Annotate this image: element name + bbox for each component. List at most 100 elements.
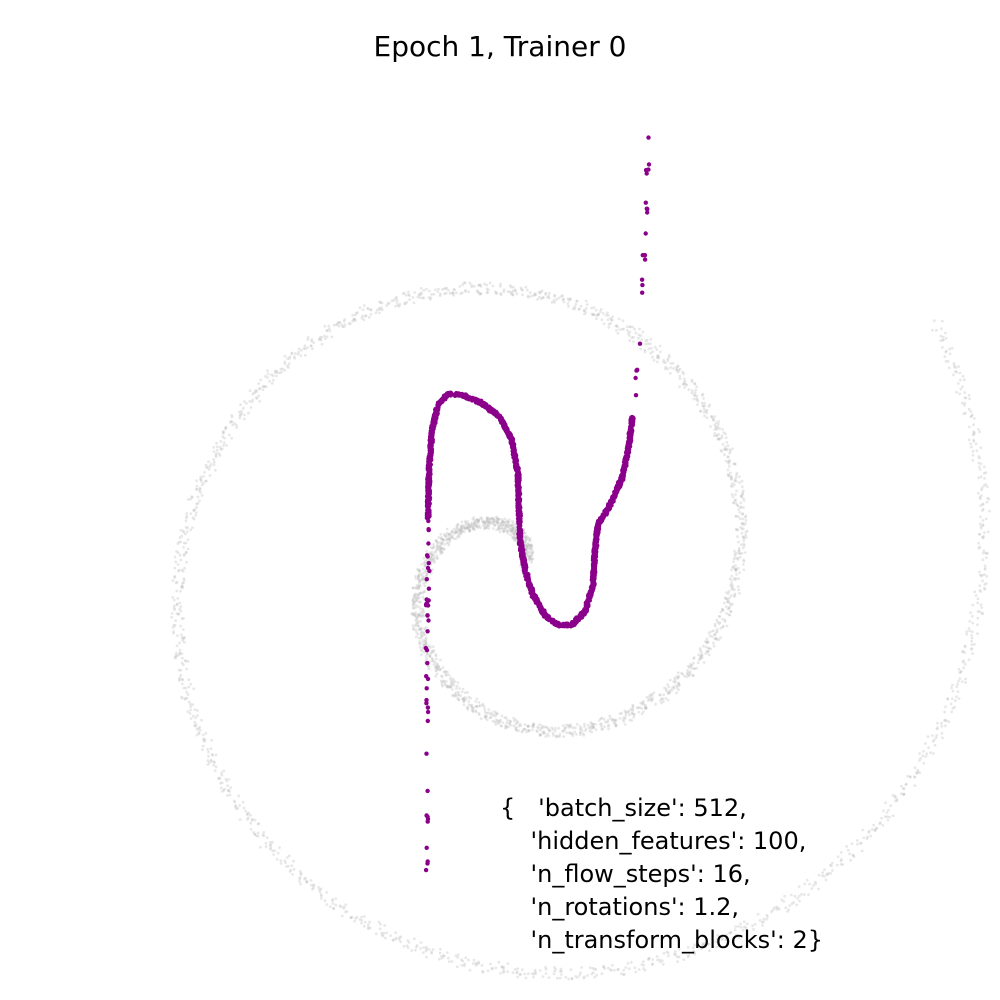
target-point <box>931 734 934 737</box>
target-point <box>649 338 652 341</box>
target-point <box>203 471 206 474</box>
target-point <box>414 613 417 616</box>
target-point <box>713 434 716 437</box>
target-point <box>195 488 198 491</box>
target-point <box>234 805 237 808</box>
target-point <box>576 723 579 726</box>
target-point <box>867 831 870 834</box>
target-point <box>476 289 479 292</box>
target-point <box>734 564 737 567</box>
target-point <box>447 957 450 960</box>
target-point <box>959 388 962 391</box>
target-point <box>678 956 681 959</box>
target-point <box>448 960 451 963</box>
target-point <box>439 948 442 951</box>
target-point <box>548 976 551 979</box>
target-point <box>963 391 966 394</box>
target-point <box>691 379 694 382</box>
target-point <box>467 959 470 962</box>
target-point <box>524 286 527 289</box>
target-point <box>451 292 454 295</box>
target-point <box>486 292 489 295</box>
target-point <box>737 541 740 544</box>
target-point <box>490 711 493 714</box>
target-point <box>733 550 736 553</box>
target-point <box>450 686 453 689</box>
target-point <box>378 311 381 314</box>
target-point <box>181 697 184 700</box>
target-point <box>510 524 513 527</box>
target-point <box>476 697 479 700</box>
target-point <box>499 972 502 975</box>
target-point <box>182 581 185 584</box>
target-point <box>807 893 810 896</box>
model-point <box>644 231 648 235</box>
target-point <box>818 874 821 877</box>
target-point <box>181 587 184 590</box>
target-point <box>978 430 981 433</box>
target-point <box>722 431 725 434</box>
target-point <box>548 292 551 295</box>
target-point <box>734 493 737 496</box>
target-point <box>495 516 498 519</box>
target-point <box>657 355 660 358</box>
target-point <box>613 722 616 725</box>
target-point <box>628 967 631 970</box>
target-point <box>415 636 418 639</box>
target-point <box>187 686 190 689</box>
target-point <box>215 766 218 769</box>
target-point <box>981 558 984 561</box>
target-point <box>733 595 736 598</box>
target-point <box>713 424 716 427</box>
target-point <box>849 859 852 862</box>
target-point <box>526 289 529 292</box>
target-point <box>250 828 253 831</box>
model-point <box>425 577 429 581</box>
target-point <box>454 531 457 534</box>
target-point <box>537 727 540 730</box>
target-point <box>693 398 696 401</box>
target-point <box>970 446 973 449</box>
target-point <box>179 610 182 613</box>
target-point <box>176 654 179 657</box>
target-point <box>662 359 665 362</box>
target-point <box>642 960 645 963</box>
target-point <box>592 971 595 974</box>
target-point <box>983 466 986 469</box>
target-point <box>300 872 303 875</box>
target-point <box>720 611 723 614</box>
target-point <box>544 293 547 296</box>
target-point <box>466 708 469 711</box>
target-point <box>174 624 177 627</box>
target-point <box>513 534 516 537</box>
target-point <box>265 842 268 845</box>
target-point <box>601 972 604 975</box>
target-point <box>988 498 991 501</box>
target-point <box>707 650 710 653</box>
target-point <box>539 729 542 732</box>
target-point <box>403 945 406 948</box>
target-point <box>556 977 559 980</box>
target-point <box>560 295 563 298</box>
target-point <box>800 893 803 896</box>
target-point <box>243 807 246 810</box>
target-point <box>591 967 594 970</box>
target-point <box>269 841 272 844</box>
target-point <box>562 724 565 727</box>
target-point <box>530 295 533 298</box>
target-point <box>420 628 423 631</box>
target-point <box>473 285 476 288</box>
target-point <box>486 718 489 721</box>
target-point <box>621 328 624 331</box>
target-point <box>821 871 824 874</box>
target-point <box>595 314 598 317</box>
target-point <box>560 973 563 976</box>
target-point <box>468 530 471 533</box>
target-point <box>529 544 532 547</box>
target-point <box>207 751 210 754</box>
target-point <box>422 609 425 612</box>
target-point <box>665 697 668 700</box>
target-point <box>970 410 973 413</box>
target-point <box>662 693 665 696</box>
target-point <box>277 852 280 855</box>
